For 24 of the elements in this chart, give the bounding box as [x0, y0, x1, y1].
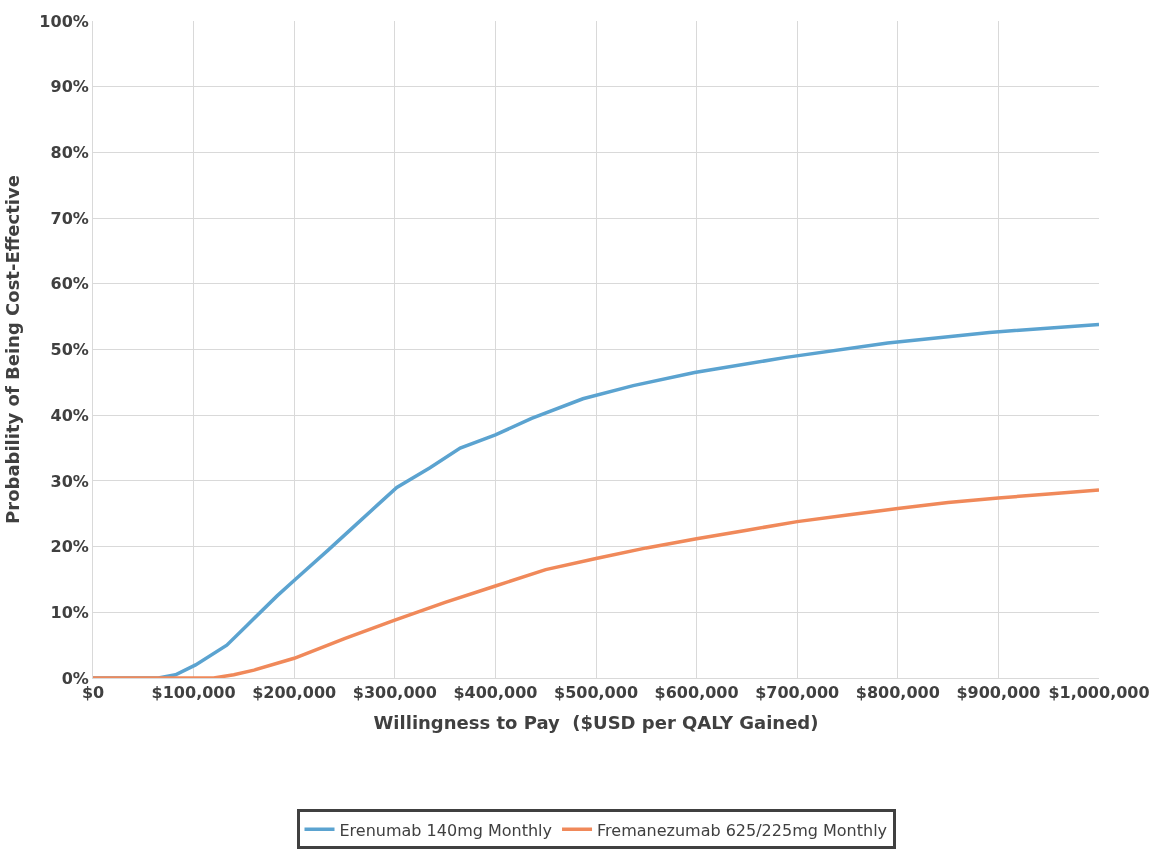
y-tick-label: 50%	[50, 340, 89, 360]
x-tick-label: $900,000	[956, 683, 1041, 703]
x-tick-label: $800,000	[855, 683, 940, 703]
legend-label: Erenumab 140mg Monthly	[339, 820, 553, 840]
y-tick-label: 30%	[50, 471, 89, 491]
y-tick-label: 80%	[50, 143, 89, 162]
x-tick-label: $200,000	[252, 683, 337, 703]
y-tick-label: 100%	[39, 11, 89, 31]
x-tick-label: $500,000	[553, 683, 639, 703]
y-tick-label: 10%	[50, 602, 89, 622]
y-axis-title: Probability of Being Cost-Effective	[1, 175, 23, 524]
legend-label: Fremanezumab 625/225mg Monthly	[597, 820, 888, 840]
y-tick-label: 60%	[50, 274, 89, 294]
x-tick-label: $600,000	[654, 683, 739, 703]
y-tick-label: 20%	[50, 537, 89, 557]
x-tick-label: $700,000	[755, 683, 840, 703]
x-tick-label: $400,000	[453, 683, 538, 703]
y-tick-label: 90%	[50, 77, 89, 97]
y-tick-label: 40%	[50, 405, 89, 425]
y-tick-label: 70%	[50, 208, 89, 228]
x-tick-label: $100,000	[151, 683, 236, 703]
x-axis-title: Willingness to Pay ($USD per QALY Gained)	[373, 712, 819, 734]
x-tick-label: $1,000,000	[1048, 683, 1150, 703]
x-tick-label: $300,000	[352, 683, 437, 703]
